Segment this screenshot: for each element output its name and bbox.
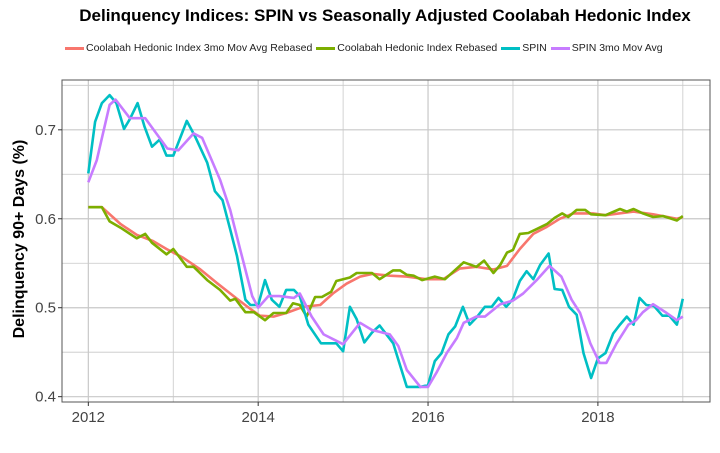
x-tick-label: 2018 — [581, 409, 614, 426]
y-tick-label: 0.4 — [35, 389, 56, 406]
legend-label: Coolabah Hedonic Index 3mo Mov Avg Rebas… — [86, 42, 313, 54]
x-tick-label: 2014 — [241, 409, 274, 426]
legend-swatch — [501, 46, 521, 50]
y-axis-label: Delinquency 90+ Days (%) — [11, 140, 28, 339]
chart-title: Delinquency Indices: SPIN vs Seasonally … — [79, 6, 691, 25]
legend-label: Coolabah Hedonic Index Rebased — [337, 42, 498, 54]
series-line — [87, 98, 684, 389]
gridlines — [62, 80, 710, 402]
series-line — [87, 93, 685, 389]
series-line — [88, 205, 684, 322]
legend-item: SPIN — [501, 42, 547, 54]
legend-label: SPIN 3mo Mov Avg — [571, 42, 663, 54]
legend: Coolabah Hedonic Index 3mo Mov Avg Rebas… — [65, 42, 663, 54]
series-line — [88, 205, 684, 318]
y-tick-label: 0.5 — [35, 300, 56, 317]
series-lines — [87, 93, 685, 389]
legend-item: Coolabah Hedonic Index Rebased — [316, 42, 497, 54]
panel-border — [61, 79, 711, 403]
y-tick-label: 0.6 — [35, 211, 56, 228]
legend-swatch — [316, 46, 336, 50]
legend-item: SPIN 3mo Mov Avg — [550, 42, 663, 54]
legend-item: Coolabah Hedonic Index 3mo Mov Avg Rebas… — [65, 42, 312, 54]
legend-swatch — [550, 46, 570, 50]
x-tick-label: 2012 — [72, 409, 105, 426]
legend-swatch — [65, 46, 84, 50]
y-tick-label: 0.7 — [35, 122, 56, 139]
legend-label: SPIN — [522, 42, 547, 54]
axes: 2012 2014 2016 2018 0.4 0.5 0.6 0.7 — [35, 79, 711, 426]
x-tick-label: 2016 — [411, 409, 444, 426]
